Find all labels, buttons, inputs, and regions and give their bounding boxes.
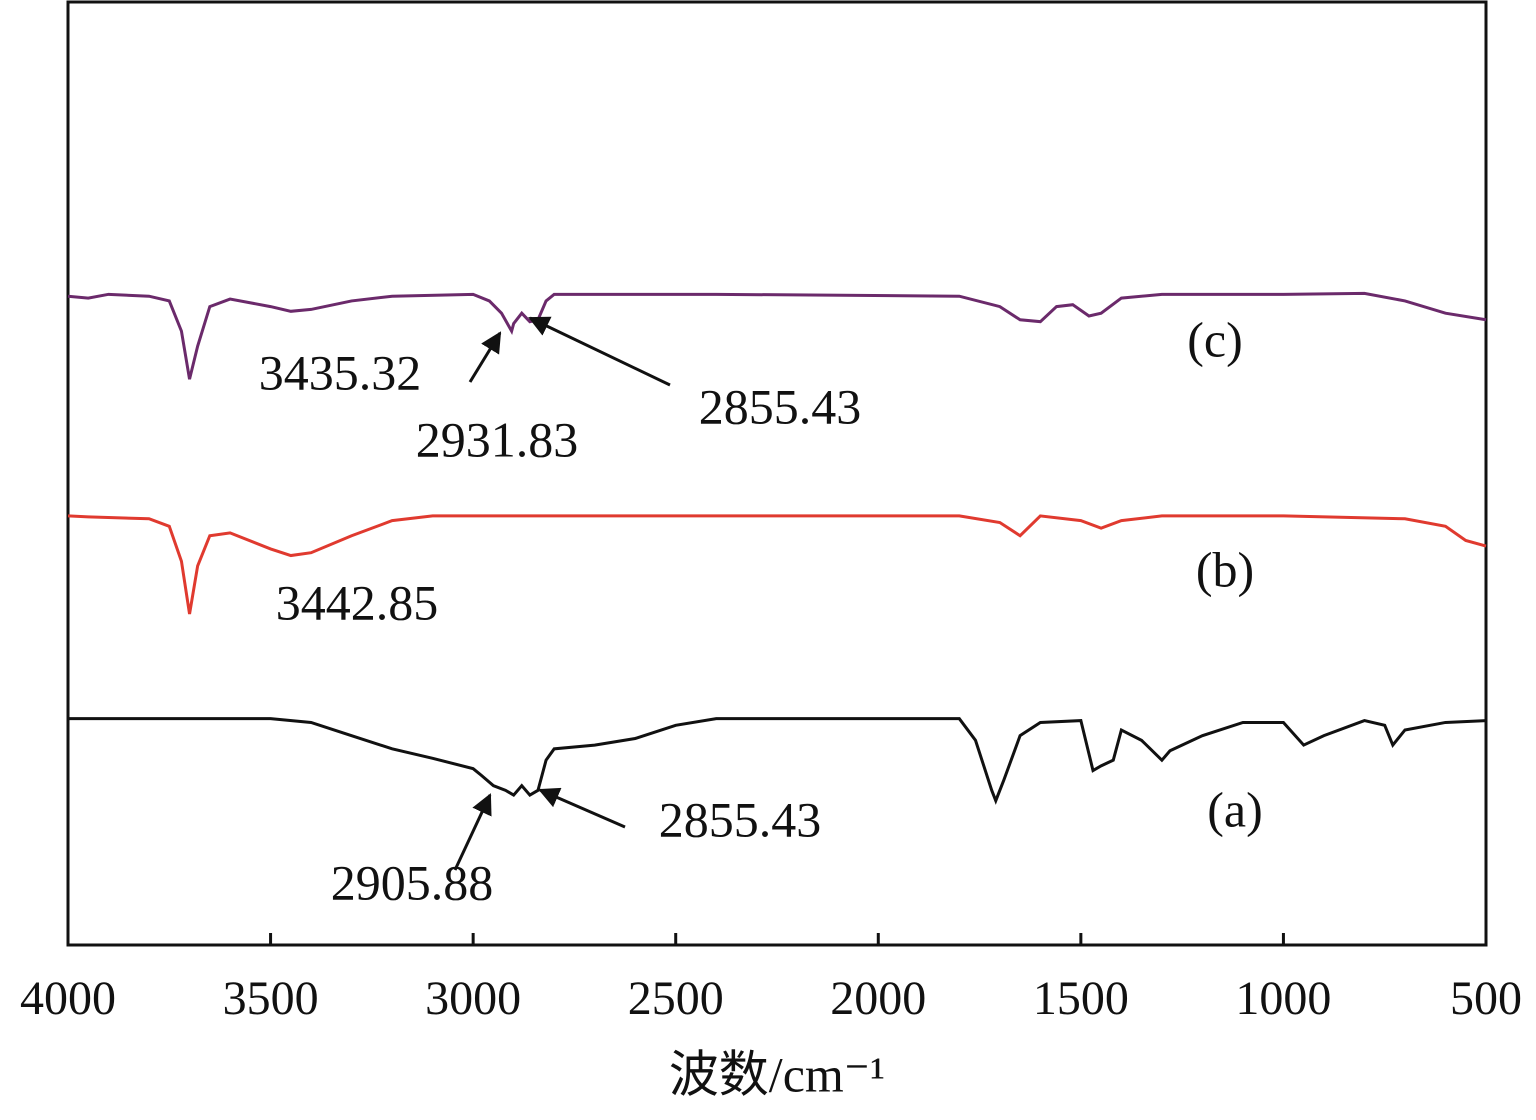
annotation-arrow [468, 331, 502, 383]
series-label: (c) [1187, 311, 1243, 367]
annotation-arrow [528, 316, 671, 387]
x-tick-label: 2000 [830, 972, 926, 1025]
series-label: (b) [1196, 541, 1254, 597]
annotation-arrow [453, 793, 492, 871]
peak-label: 2905.88 [331, 854, 494, 910]
x-tick-label: 1000 [1235, 972, 1331, 1025]
x-tick-label: 1500 [1033, 972, 1129, 1025]
peak-label: 2855.43 [699, 378, 862, 434]
spectrum-line [67, 291, 1487, 380]
annotation-arrow [538, 787, 626, 829]
peak-label: 3435.32 [259, 344, 422, 400]
x-tick-label: 3500 [223, 972, 319, 1025]
peak-label: 2855.43 [659, 791, 822, 847]
spectrum-line [67, 514, 1487, 615]
x-tick-label: 500 [1450, 972, 1522, 1025]
plot-frame [66, 0, 1488, 947]
x-tick-label: 4000 [20, 972, 116, 1025]
peak-label: 2931.83 [416, 411, 579, 467]
x-axis-label: 波数/cm⁻¹ [669, 1046, 885, 1102]
x-tick-label: 3000 [425, 972, 521, 1025]
x-tick-label: 2500 [628, 972, 724, 1025]
series-label: (a) [1207, 781, 1263, 837]
peak-label: 3442.85 [276, 574, 439, 630]
spectrum-line [68, 717, 1487, 805]
